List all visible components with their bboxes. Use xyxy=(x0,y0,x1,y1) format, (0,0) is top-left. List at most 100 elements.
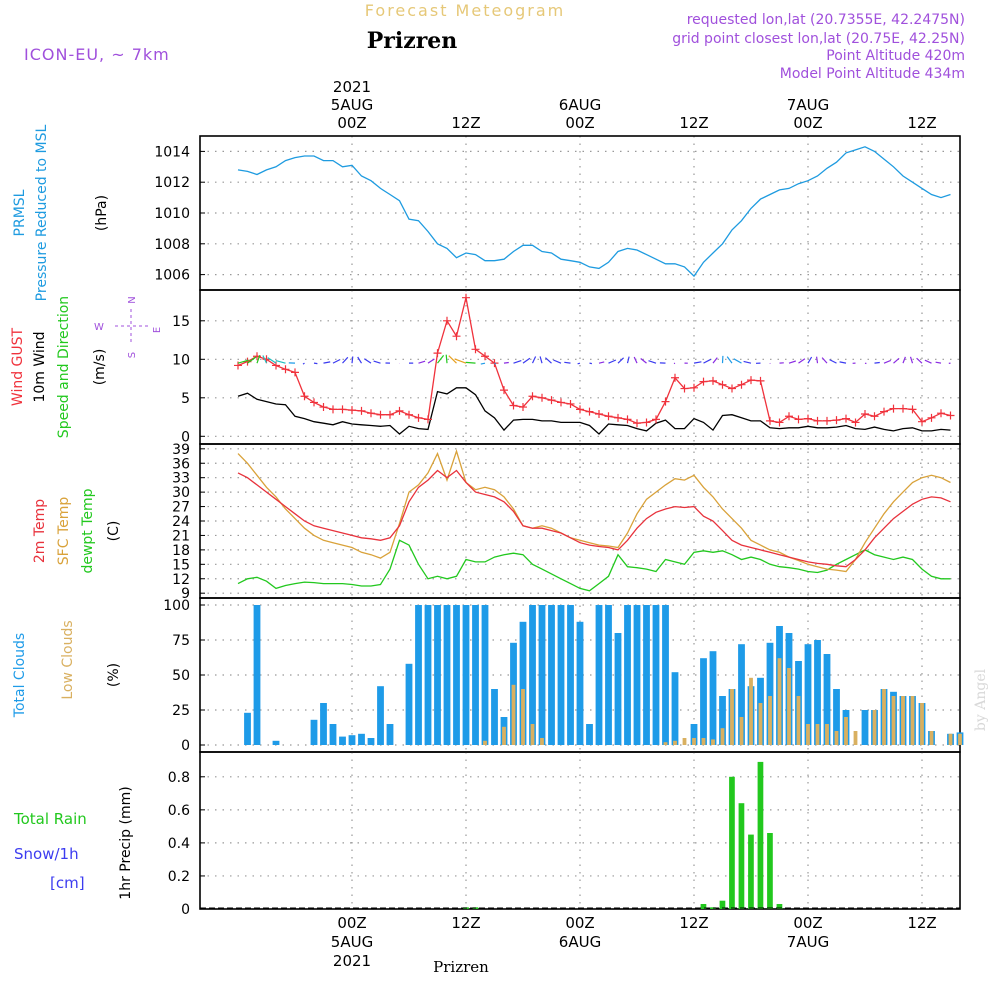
total-cloud-bar xyxy=(861,710,869,745)
wind-arrow xyxy=(893,357,900,364)
low-cloud-bar xyxy=(502,726,506,745)
gust-marker xyxy=(614,413,622,422)
wind-arrow xyxy=(494,362,497,365)
gust-marker xyxy=(946,411,955,420)
wind-arrow xyxy=(342,356,349,364)
low-cloud-bar xyxy=(882,689,886,745)
rain-bar xyxy=(767,833,773,909)
total-cloud-bar xyxy=(481,605,489,745)
ytick-label: 75 xyxy=(172,633,190,649)
wind-arrow xyxy=(357,356,363,364)
rain-legend: Total Rain xyxy=(13,810,87,828)
compass-north: N xyxy=(127,296,138,303)
ytick-label: 30 xyxy=(172,485,190,501)
panel-precip: 0 0.2 0.4 0.6 0.8 1hr Precip (mm) Total Rain Sn… xyxy=(13,751,961,918)
wind-arrow xyxy=(267,357,277,364)
gust-marker xyxy=(547,396,556,405)
total-cloud-bar xyxy=(557,605,565,745)
ytick-label: 0.2 xyxy=(168,869,190,885)
gust-marker xyxy=(728,384,736,393)
top-tick-time: 00Z xyxy=(793,114,822,132)
ytick-label: 50 xyxy=(172,668,190,684)
bottom-tick-time: 12Z xyxy=(679,914,708,932)
gust-marker xyxy=(300,392,309,401)
wind-gust-label: Wind GUST xyxy=(10,327,26,406)
total-cloud-bar xyxy=(624,605,631,745)
wind-arrow xyxy=(935,361,942,364)
wind-arrow xyxy=(437,355,445,364)
total-cloud-bar xyxy=(833,689,840,745)
low-cloud-bar xyxy=(758,703,763,745)
snow-legend: Snow/1h xyxy=(14,845,79,863)
gust-marker xyxy=(348,406,356,415)
low-cloud-bar xyxy=(663,742,668,745)
gust-marker xyxy=(880,407,888,416)
gust-marker xyxy=(329,405,337,414)
wind-arrow xyxy=(445,354,448,364)
total-cloud-bar xyxy=(605,605,612,745)
ytick-label: 5 xyxy=(181,391,190,407)
wind-arrow xyxy=(275,360,286,364)
temp2m-label: 2m Temp xyxy=(32,499,48,563)
clouds-unit: (%) xyxy=(106,663,122,687)
wind-arrow xyxy=(247,356,257,364)
low-cloud-bar xyxy=(901,696,905,745)
low-cloud-bar xyxy=(910,696,915,745)
bottom-tick-time: 00Z xyxy=(337,914,366,932)
low-cloud-bar xyxy=(701,738,706,745)
wind-arrow xyxy=(821,357,828,364)
wind-arrow xyxy=(608,359,617,364)
wind-arrow xyxy=(237,359,249,364)
wind-arrow xyxy=(807,356,813,364)
wind-arrow xyxy=(924,359,932,364)
gust-marker xyxy=(908,405,917,414)
total-cloud-bar xyxy=(244,712,251,745)
low-cloud-bar xyxy=(958,733,962,745)
wind-arrow xyxy=(617,357,625,364)
ytick-label: 15 xyxy=(172,314,190,330)
wind-arrow xyxy=(633,356,638,364)
ytick-label: 0 xyxy=(181,902,190,918)
model-altitude: Model Point Altitude 434m xyxy=(780,66,965,82)
total-cloud-bar xyxy=(814,640,821,745)
wind-arrow xyxy=(531,356,537,364)
total-cloud-bar xyxy=(766,642,774,745)
bottom-tick-time: 12Z xyxy=(907,914,936,932)
wind-speed-line xyxy=(237,387,951,435)
gust-marker xyxy=(775,418,784,427)
ytick-label: 1012 xyxy=(154,175,190,191)
gust-marker xyxy=(813,416,822,425)
compass-east: E xyxy=(152,327,163,333)
total-cloud-bar xyxy=(538,605,546,745)
total-cloud-bar xyxy=(614,633,622,745)
wind-gust-line xyxy=(237,297,951,424)
total-cloud-bar xyxy=(443,605,451,745)
bottom-year: 2021 xyxy=(333,952,371,970)
total-cloud-bar xyxy=(415,605,422,745)
ytick-label: 21 xyxy=(172,528,190,544)
gust-marker xyxy=(747,376,755,385)
ytick-label: 33 xyxy=(172,471,190,487)
low-cloud-bar xyxy=(853,731,858,745)
top-tick-date: 7AUG xyxy=(787,96,829,114)
total-cloud-bar xyxy=(491,689,498,745)
gust-marker xyxy=(395,406,404,415)
low-cloud-bar xyxy=(844,717,848,745)
ytick-label: 24 xyxy=(172,514,190,530)
gust-marker xyxy=(737,380,746,389)
panel-clouds: 0 25 50 75 100 Total Clouds Low Clouds (%) xyxy=(12,597,964,754)
gust-marker xyxy=(405,410,413,419)
gust-marker xyxy=(310,398,318,407)
gust-marker xyxy=(870,412,879,421)
total-cloud-bar xyxy=(643,605,650,745)
rain-bar xyxy=(757,761,764,909)
bottom-tick-time: 12Z xyxy=(451,914,480,932)
low-clouds-label: Low Clouds xyxy=(60,620,76,699)
wind-arrow xyxy=(839,361,847,364)
low-cloud-bar xyxy=(768,696,772,745)
top-year: 2021 xyxy=(333,78,371,96)
gust-marker xyxy=(804,414,812,423)
gust-marker xyxy=(642,418,651,427)
total-cloud-bar xyxy=(567,605,574,745)
